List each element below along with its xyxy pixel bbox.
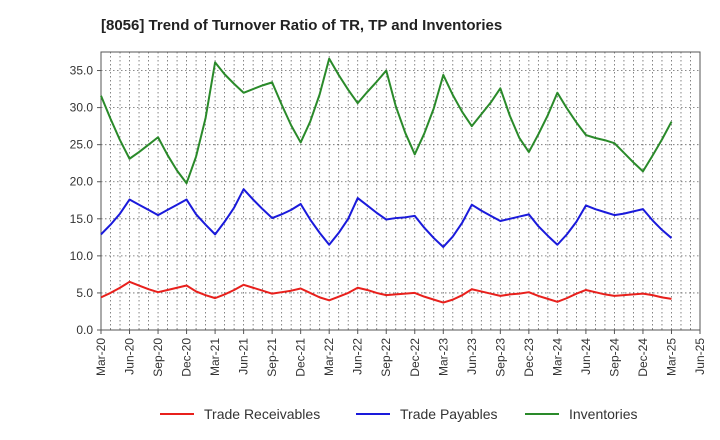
series-line-inventories (100, 57, 673, 185)
x-tick-label: Dec-23 (522, 338, 536, 377)
series-lines (100, 57, 673, 304)
y-tick-label: 5.0 (76, 286, 93, 300)
x-tick-label: Sep-23 (493, 338, 507, 377)
x-tick-label: Dec-24 (636, 338, 650, 377)
x-tick-label: Jun-22 (351, 338, 365, 375)
legend-label-trade-receivables: Trade Receivables (204, 406, 320, 422)
x-tick-label: Mar-20 (94, 338, 108, 376)
x-tick-label: Mar-21 (208, 338, 222, 376)
y-tick-label: 30.0 (70, 101, 94, 115)
x-tick-label: Sep-21 (265, 338, 279, 377)
y-tick-label: 0.0 (76, 323, 93, 337)
x-tick-label: Jun-24 (579, 338, 593, 375)
x-tick-label: Mar-24 (550, 338, 564, 376)
y-tick-label: 20.0 (70, 175, 94, 189)
legend: Trade Receivables Trade Payables Inventori… (160, 406, 637, 422)
x-tick-label: Dec-22 (408, 338, 422, 377)
chart-title: [8056] Trend of Turnover Ratio of TR, TP… (101, 17, 502, 34)
y-axis: 0.0 5.0 10.0 15.0 20.0 25.0 30.0 35.0 (70, 64, 101, 337)
series-line-trade-receivables (100, 280, 672, 304)
y-tick-label: 35.0 (70, 64, 94, 78)
x-tick-label: Sep-22 (379, 338, 393, 377)
x-tick-label: Jun-20 (123, 338, 137, 375)
x-tick-label: Mar-23 (436, 338, 450, 376)
x-tick-label: Jun-21 (237, 338, 251, 375)
y-tick-label: 10.0 (70, 249, 94, 263)
y-tick-label: 15.0 (70, 212, 94, 226)
x-tick-label: Dec-21 (294, 338, 308, 377)
y-tick-label: 25.0 (70, 138, 94, 152)
x-tick-label: Sep-20 (151, 338, 165, 377)
legend-label-trade-payables: Trade Payables (400, 406, 498, 422)
x-tick-label: Dec-20 (180, 338, 194, 377)
legend-label-inventories: Inventories (569, 406, 637, 422)
x-tick-label: Sep-24 (607, 338, 621, 377)
plot-area (100, 51, 701, 331)
x-tick-label: Mar-22 (322, 338, 336, 376)
x-axis: Mar-20 Jun-20 Sep-20 Dec-20 Mar-21 Jun-21 Sep-… (94, 330, 707, 377)
x-tick-label: Jun-23 (465, 338, 479, 375)
x-tick-label: Mar-25 (664, 338, 678, 376)
series-line-trade-payables (100, 188, 673, 248)
x-tick-label: Jun-25 (693, 338, 707, 375)
